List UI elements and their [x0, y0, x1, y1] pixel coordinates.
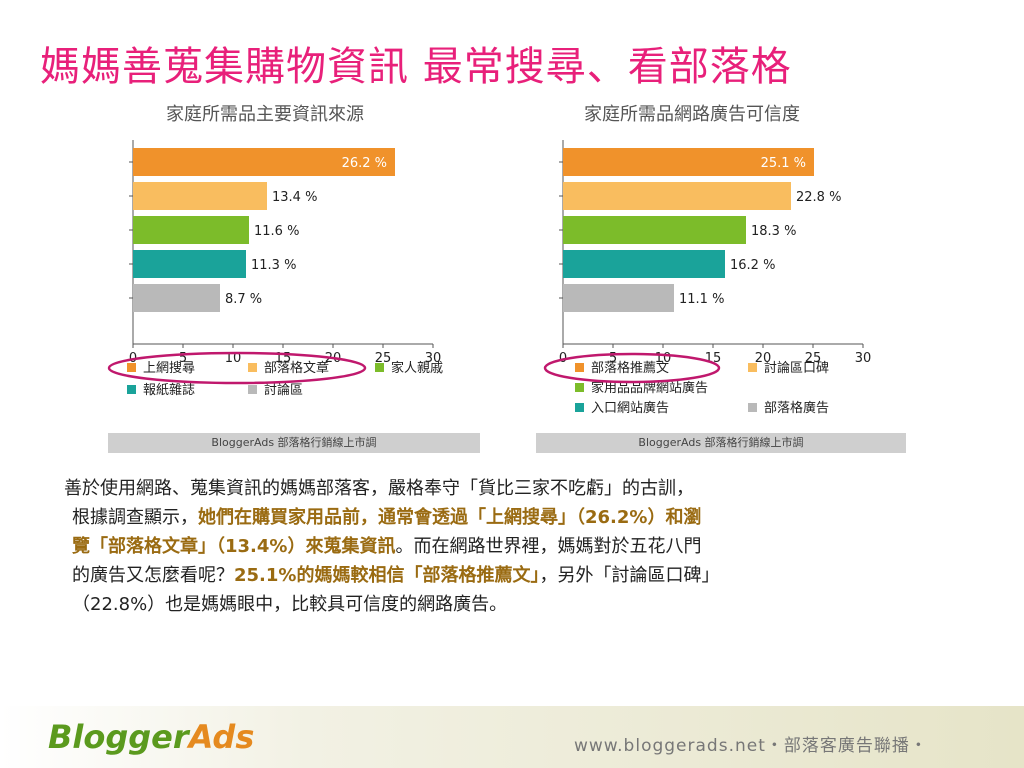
legend-label: 入口網站廣告: [591, 401, 669, 416]
x-tick-label: 5: [609, 351, 617, 366]
bar-value-label: 11.3 %: [251, 258, 296, 273]
bar: [133, 250, 246, 278]
logo-part-ads: Ads: [188, 718, 255, 756]
bar: [133, 148, 395, 176]
bar-value-label: 22.8 %: [796, 190, 841, 205]
legend-swatch: [575, 403, 584, 412]
bar: [133, 182, 267, 210]
chart-title-left: 家庭所需品主要資訊來源: [166, 104, 364, 125]
footer-url: www.bloggerads.net・部落客廣告聯播・: [574, 736, 928, 756]
legend-swatch: [748, 403, 757, 412]
body-text-segment: 。而在網路世界裡，媽媽對於五花八門: [395, 536, 702, 557]
bar-value-label: 16.2 %: [730, 258, 775, 273]
bar-value-label: 13.4 %: [272, 190, 317, 205]
bar-value-label: 26.2 %: [342, 156, 387, 171]
bar-value-label: 11.6 %: [254, 224, 299, 239]
legend-swatch: [127, 385, 136, 394]
body-text-segment: （22.8%）也是媽媽眼中，比較具可信度的網路廣告。: [72, 594, 508, 615]
legend-swatch: [127, 363, 136, 372]
body-line: 善於使用網路、蒐集資訊的媽媽部落客，嚴格奉守「貨比三家不吃虧」的古訓，: [64, 474, 994, 503]
legend-swatch: [248, 385, 257, 394]
logo-part-blogger: Blogger: [48, 718, 189, 756]
body-paragraph: 善於使用網路、蒐集資訊的媽媽部落客，嚴格奉守「貨比三家不吃虧」的古訓， 根據調查顯…: [64, 474, 994, 619]
footer-bar: BloggerAds www.bloggerads.net・部落客廣告聯播・: [0, 706, 1024, 768]
legend-highlight-ellipse: [543, 352, 721, 384]
body-highlight: 25.1%的媽媽較相信「部落格推薦文」: [234, 565, 540, 586]
x-tick-label: 25: [375, 351, 392, 366]
bar-value-label: 8.7 %: [225, 292, 262, 307]
x-tick-label: 20: [755, 351, 772, 366]
bar: [563, 148, 814, 176]
legend-label: 家用品品牌網站廣告: [591, 380, 708, 396]
page-title: 媽媽善蒐集購物資訊 最常搜尋、看部落格: [40, 44, 792, 90]
legend-label: 報紙雜誌: [143, 382, 195, 398]
x-tick-label: 5: [179, 351, 187, 366]
legend-label: 部落格文章: [264, 360, 329, 376]
bar: [563, 216, 746, 244]
legend-swatch: [575, 383, 584, 392]
legend-label: 討論區: [264, 382, 303, 398]
legend-label: 討論區口碑: [764, 360, 829, 376]
body-line: （22.8%）也是媽媽眼中，比較具可信度的網路廣告。: [64, 590, 994, 619]
bar-value-label: 18.3 %: [751, 224, 796, 239]
chart-title-right: 家庭所需品網路廣告可信度: [584, 104, 800, 125]
bar-value-label: 25.1 %: [761, 156, 806, 171]
body-line: 覽「部落格文章」（13.4%）來蒐集資訊。而在網路世界裡，媽媽對於五花八門: [64, 532, 994, 561]
bar: [133, 216, 249, 244]
body-text-segment: 的廣告又怎麼看呢？: [72, 565, 234, 586]
body-text-segment: 善於使用網路、蒐集資訊的媽媽部落客，嚴格奉守「貨比三家不吃虧」的古訓，: [64, 478, 694, 499]
bar: [563, 250, 725, 278]
x-tick-label: 30: [425, 351, 442, 366]
legend-swatch: [748, 363, 757, 372]
body-text-segment: 根據調查顯示，: [72, 507, 198, 528]
legend-label: 上網搜尋: [143, 361, 195, 376]
x-tick-label: 30: [855, 351, 872, 366]
chart-source-right: BloggerAds 部落格行銷線上市調: [536, 433, 906, 453]
legend-swatch: [575, 363, 584, 372]
bar: [133, 284, 220, 312]
x-tick-label: 10: [225, 351, 242, 366]
bar: [563, 182, 791, 210]
body-line: 根據調查顯示，她們在購買家用品前，通常會透過「上網搜尋」（26.2%）和瀏: [64, 503, 994, 532]
body-highlight: 覽「部落格文章」（13.4%）來蒐集資訊: [72, 536, 396, 557]
legend-highlight-ellipse: [107, 351, 367, 385]
body-text-segment: ，另外「討論區口碑」: [539, 565, 720, 586]
legend-label: 家人親戚: [391, 360, 443, 376]
legend-swatch: [375, 363, 384, 372]
chart-source-left: BloggerAds 部落格行銷線上市調: [108, 433, 480, 453]
bloggerads-logo: BloggerAds: [48, 718, 254, 756]
body-highlight: 她們在購買家用品前，通常會透過「上網搜尋」（26.2%）和瀏: [198, 507, 702, 528]
legend-label: 部落格推薦文: [591, 360, 669, 376]
body-line: 的廣告又怎麼看呢？25.1%的媽媽較相信「部落格推薦文」，另外「討論區口碑」: [64, 561, 994, 590]
bar-value-label: 11.1 %: [679, 292, 724, 307]
x-tick-label: 25: [805, 351, 822, 366]
legend-label: 部落格廣告: [764, 400, 829, 416]
bar: [563, 284, 674, 312]
legend-swatch: [248, 363, 257, 372]
